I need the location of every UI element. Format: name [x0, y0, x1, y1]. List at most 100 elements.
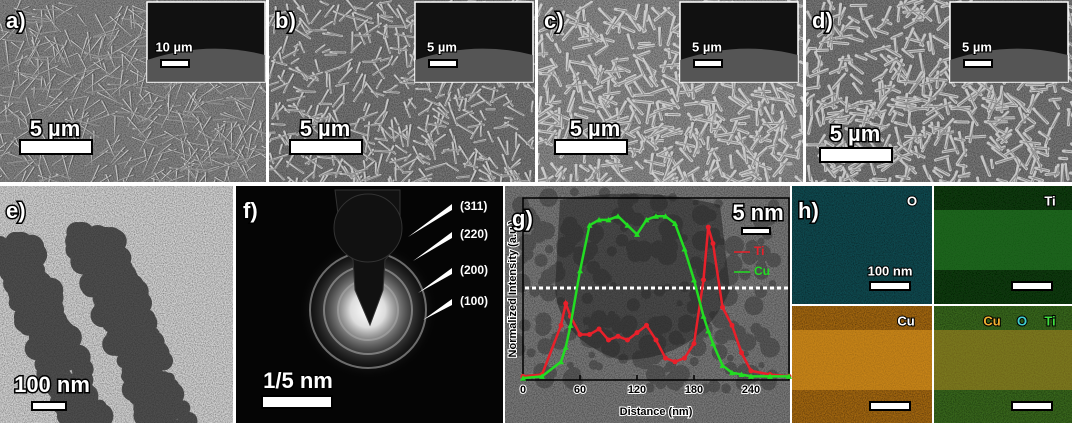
beam-stop-head [333, 193, 403, 263]
scale-bar [1011, 401, 1053, 411]
x-axis-label: Distance (nm) [620, 406, 693, 418]
inset-scale-bar-label: 5 µm [427, 39, 457, 54]
point [767, 373, 773, 379]
panel-label: b) [275, 8, 296, 33]
point [558, 358, 564, 365]
inset-film [680, 48, 798, 82]
point [643, 216, 650, 223]
point [748, 368, 754, 374]
point [624, 222, 631, 228]
panel-label: f) [243, 198, 258, 223]
point [691, 276, 697, 283]
scale-bar [261, 395, 333, 409]
overlay-label: O [1017, 313, 1027, 328]
inset-scale-bar [693, 59, 723, 68]
scale-bar [819, 147, 893, 163]
inset-film [950, 48, 1068, 82]
point [615, 333, 621, 339]
point [577, 267, 583, 274]
point [710, 340, 716, 347]
point [748, 373, 754, 379]
y-axis-label: Normalized Intensity (a.u.) [507, 220, 519, 357]
panel-label: c) [544, 8, 564, 33]
scale-bar-label: 5 µm [300, 116, 351, 141]
x-tick-label: 0 [520, 384, 526, 396]
legend-label: Cu [754, 264, 770, 278]
point [606, 337, 611, 343]
point [701, 277, 706, 283]
panel-label: d) [812, 8, 833, 33]
x-tick-label: 120 [628, 384, 646, 396]
point [663, 355, 668, 361]
ring-label: (100) [460, 294, 488, 308]
ring-pointer [408, 204, 452, 237]
point [558, 322, 564, 328]
scale-bar [554, 139, 628, 155]
scale-bar [19, 139, 93, 155]
map-label: O [907, 193, 917, 208]
inset-scale-bar-label: 5 µm [962, 39, 992, 54]
point [662, 213, 669, 219]
scale-bar-label: 1/5 nm [263, 368, 333, 393]
map-band [934, 210, 1072, 270]
panel-label: a) [6, 8, 26, 33]
map-label: Ti [1044, 193, 1055, 208]
map-band [934, 330, 1072, 390]
point [681, 245, 688, 252]
point [705, 224, 711, 230]
x-tick-label: 60 [574, 384, 586, 396]
scale-bar [31, 401, 67, 411]
inset-scale-bar [160, 59, 190, 68]
point [653, 213, 659, 219]
inset-scale-bar-label: 5 µm [692, 39, 722, 54]
point [605, 216, 612, 223]
point [539, 373, 545, 379]
scale-bar-label: 100 nm [868, 263, 913, 278]
inset-scale-bar-label: 10 µm [155, 39, 192, 54]
point [739, 350, 744, 356]
map-label: Cu [897, 313, 914, 328]
point [729, 369, 735, 376]
scale-bar-label: 5 µm [30, 116, 81, 141]
point [720, 304, 725, 310]
panel-label: e) [6, 198, 26, 223]
point [705, 327, 712, 334]
point [596, 326, 602, 332]
ring-pointer [413, 232, 452, 261]
point [615, 213, 621, 219]
overlay-label: Cu [983, 313, 1000, 328]
x-tick-label: 180 [685, 384, 703, 396]
point [682, 355, 687, 361]
x-tick-label: 240 [742, 384, 760, 396]
point [786, 373, 792, 379]
point [586, 222, 593, 228]
legend-label: Ti [754, 244, 764, 258]
scale-bar [289, 139, 363, 155]
point [625, 337, 630, 343]
overlay-label: Ti [1044, 313, 1055, 328]
scale-bar-label: 5 µm [830, 121, 881, 146]
point [596, 216, 602, 223]
point [634, 231, 640, 237]
panel-label: h) [798, 198, 819, 223]
point [738, 371, 745, 378]
tem-rods [0, 221, 198, 423]
ring-label: (311) [460, 199, 487, 213]
point [710, 241, 716, 246]
ring-label: (220) [460, 227, 488, 241]
point [520, 375, 526, 381]
point [567, 322, 574, 328]
scale-bar [741, 227, 771, 235]
point [729, 322, 735, 328]
point [700, 313, 707, 319]
scale-bar [869, 401, 911, 411]
plot-frame [522, 197, 790, 381]
particle-core [555, 193, 730, 360]
inset-scale-bar [963, 59, 993, 68]
point [672, 220, 678, 226]
point [691, 341, 697, 347]
scale-bar-label: 5 nm [732, 200, 783, 225]
map-band [792, 330, 932, 390]
ring-pointer [423, 299, 452, 320]
